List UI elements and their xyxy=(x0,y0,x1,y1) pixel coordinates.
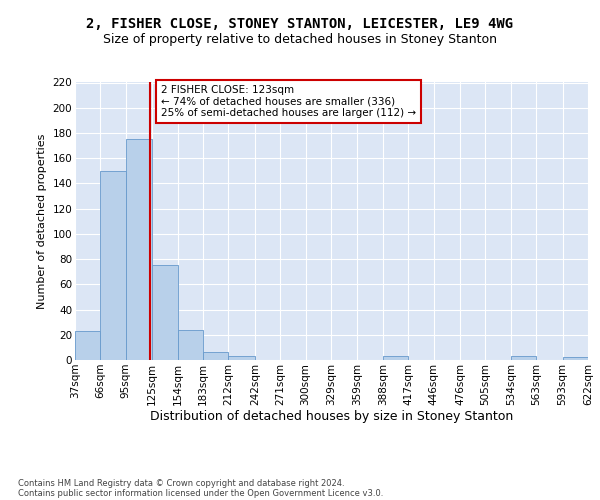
Y-axis label: Number of detached properties: Number of detached properties xyxy=(37,134,47,309)
Bar xyxy=(383,356,408,360)
Bar xyxy=(511,356,536,360)
Text: 2 FISHER CLOSE: 123sqm
← 74% of detached houses are smaller (336)
25% of semi-de: 2 FISHER CLOSE: 123sqm ← 74% of detached… xyxy=(161,85,416,118)
Text: Size of property relative to detached houses in Stoney Stanton: Size of property relative to detached ho… xyxy=(103,32,497,46)
Bar xyxy=(178,330,203,360)
Bar xyxy=(126,140,152,360)
Bar xyxy=(152,266,178,360)
Bar xyxy=(75,331,100,360)
Text: Contains HM Land Registry data © Crown copyright and database right 2024.: Contains HM Land Registry data © Crown c… xyxy=(18,478,344,488)
Bar xyxy=(100,171,126,360)
Bar xyxy=(203,352,229,360)
Bar xyxy=(229,356,255,360)
Text: Contains public sector information licensed under the Open Government Licence v3: Contains public sector information licen… xyxy=(18,488,383,498)
Bar xyxy=(563,358,588,360)
X-axis label: Distribution of detached houses by size in Stoney Stanton: Distribution of detached houses by size … xyxy=(150,410,513,424)
Text: 2, FISHER CLOSE, STONEY STANTON, LEICESTER, LE9 4WG: 2, FISHER CLOSE, STONEY STANTON, LEICEST… xyxy=(86,18,514,32)
